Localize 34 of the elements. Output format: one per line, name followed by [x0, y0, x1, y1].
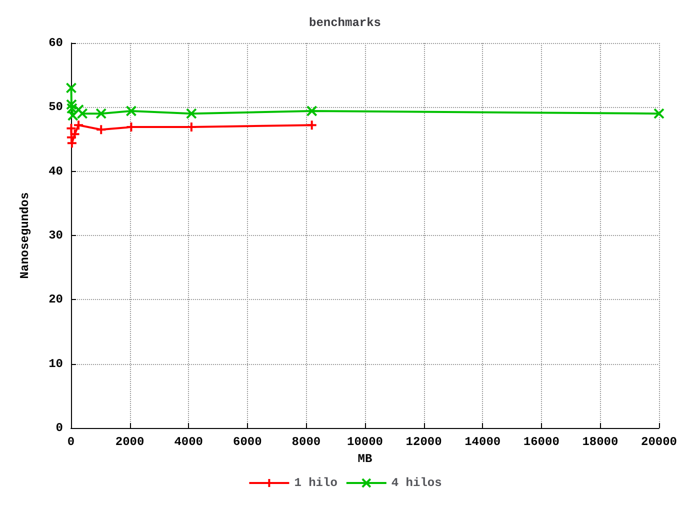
x-tick-label: 6000 — [232, 435, 262, 449]
y-tick-label: 0 — [56, 421, 63, 435]
point — [186, 108, 197, 120]
legend-label: 4 hilos — [391, 476, 442, 490]
y-tick-label: 20 — [48, 292, 63, 307]
y-tick-label: 50 — [48, 100, 63, 114]
point — [66, 82, 77, 94]
x-tick-label: 8000 — [292, 435, 321, 449]
x-tick-label: 2000 — [115, 435, 144, 449]
x-tick-label: 4000 — [174, 435, 204, 449]
x-tick-label: 12000 — [406, 435, 442, 449]
chart-title: benchmarks — [308, 16, 382, 30]
y-tick-label: 10 — [48, 356, 63, 371]
point — [126, 106, 137, 117]
y-tick-label: 40 — [48, 164, 63, 178]
point — [73, 120, 84, 131]
y-tick-label: 30 — [48, 228, 63, 242]
x-tick-label: 0 — [67, 435, 75, 449]
point — [96, 108, 107, 120]
y-axis-title: Nanosegundos — [18, 192, 32, 279]
point — [654, 108, 664, 120]
point — [306, 120, 318, 131]
point — [73, 104, 84, 116]
x-tick-label: 18000 — [582, 435, 618, 449]
y-tick-label: 60 — [48, 36, 63, 50]
x-tick-label: 20000 — [640, 435, 678, 449]
point — [76, 108, 88, 120]
point — [96, 124, 107, 136]
x-axis-title: MB — [358, 452, 372, 466]
legend-label: 1 hilo — [294, 476, 338, 490]
point — [306, 106, 318, 117]
x-tick-label: 14000 — [464, 435, 501, 449]
x-tick-label: 10000 — [346, 435, 384, 449]
x-tick-label: 16000 — [523, 435, 560, 449]
